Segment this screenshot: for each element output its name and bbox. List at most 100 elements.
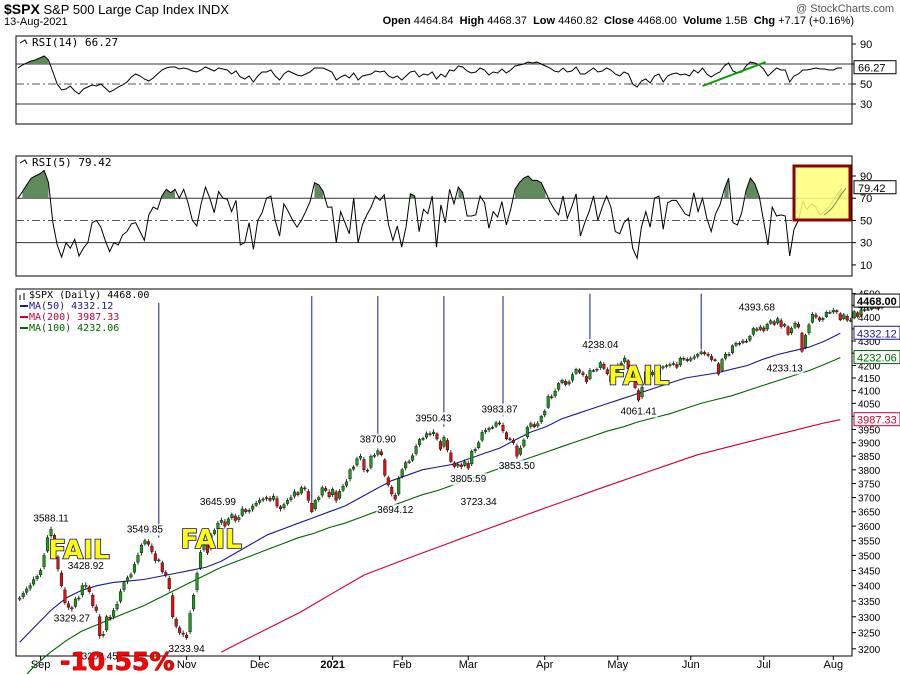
- high-label: High: [459, 15, 485, 27]
- chart-title: $SPX S&P 500 Large Cap Index INDX: [4, 1, 229, 17]
- candle-body: [637, 390, 641, 401]
- candle-body: [393, 495, 397, 500]
- symbol-name: S&P 500 Large Cap Index: [43, 2, 195, 17]
- candle-body: [557, 383, 561, 390]
- candle-body: [386, 477, 390, 486]
- price-label: 4061.41: [621, 406, 658, 417]
- candle-body: [484, 430, 488, 433]
- low-value: 4460.82: [558, 15, 598, 27]
- candle-body: [108, 616, 112, 619]
- month-label: May: [607, 659, 628, 671]
- candle-body: [383, 459, 387, 476]
- candle-body: [345, 481, 349, 486]
- candle-body: [546, 396, 550, 408]
- candle-body: [355, 458, 359, 466]
- price-tick-label: 3900: [858, 439, 881, 450]
- price-label: 3233.94: [169, 644, 206, 655]
- candle-body: [609, 375, 613, 382]
- legend-ma: MA(100) 4232.06: [29, 323, 119, 334]
- candle-body: [369, 455, 373, 468]
- price-panel: 3200 3250 3300 3350 3400 3450 3500 3550 3600 3650…: [15, 288, 900, 674]
- price-label-bg: [167, 642, 206, 655]
- candle-body: [407, 461, 411, 463]
- candle-body: [720, 359, 724, 371]
- candle-body: [435, 433, 439, 440]
- candle-body: [178, 627, 182, 633]
- month-label: Nov: [177, 659, 197, 671]
- candle-body: [522, 439, 526, 447]
- rsi-panel-frame: [15, 35, 853, 125]
- candle-body: [498, 422, 502, 425]
- volume-value: 1.5B: [724, 15, 748, 27]
- rsi-last-value-tag: [853, 180, 897, 195]
- candle-body: [139, 544, 143, 554]
- candle-body: [334, 491, 338, 501]
- candle-body: [699, 351, 703, 354]
- fail-annotation: FAIL: [608, 361, 669, 391]
- candle-body: [765, 323, 769, 330]
- candle-body: [237, 517, 241, 520]
- rsi-overbought-fill: [458, 187, 463, 199]
- candle-body: [379, 451, 383, 456]
- ma-line-ma50: [19, 332, 841, 643]
- last-value-text: 4332.12: [857, 328, 897, 340]
- chart-date: 13-Aug-2021: [4, 16, 68, 28]
- price-tick-label: 3400: [858, 582, 881, 593]
- candle-body: [630, 370, 634, 378]
- candle-body: [49, 529, 53, 536]
- candle-body: [776, 318, 780, 324]
- candle-body: [581, 372, 585, 375]
- candle-body: [779, 320, 783, 327]
- rsi-overbought-fill: [724, 178, 729, 199]
- price-tick-label: 3350: [858, 597, 881, 608]
- candle-body: [650, 372, 655, 375]
- rsi-overbought-fill: [515, 176, 546, 199]
- candle-body: [577, 369, 582, 373]
- rsi-overbought-fill: [26, 56, 49, 64]
- candle-body: [35, 575, 39, 579]
- candle-body: [758, 326, 762, 330]
- candle-body: [327, 491, 331, 497]
- candle-body: [372, 455, 376, 457]
- candle-body: [835, 310, 839, 313]
- candle-body: [553, 390, 557, 397]
- candle-body: [859, 309, 863, 316]
- highlight-box: [792, 164, 852, 222]
- last-value-text: 3987.33: [857, 415, 897, 427]
- rsi-line: [17, 169, 843, 261]
- price-label-bg: [125, 523, 164, 536]
- candle-body: [449, 452, 453, 462]
- price-label-bg: [449, 473, 488, 486]
- candle-body: [748, 335, 752, 341]
- candle-body: [338, 491, 342, 499]
- candle-body: [814, 314, 818, 318]
- candle-body: [185, 634, 189, 639]
- candle-body: [793, 323, 797, 328]
- month-label: Jun: [682, 659, 700, 671]
- candle-body: [619, 362, 623, 365]
- candle-body: [52, 535, 57, 554]
- candle-body: [299, 487, 303, 494]
- candle-body: [640, 387, 644, 398]
- candle-body: [494, 422, 498, 427]
- candle-body: [251, 505, 255, 510]
- price-tick-label: 4100: [858, 387, 881, 398]
- candle-body: [480, 432, 484, 441]
- candle-body: [470, 451, 474, 465]
- candle-body: [192, 594, 196, 610]
- rsi-panel-rsi5: 10 30 50 70 90 RSI(5) 79.42 79.42: [15, 155, 897, 277]
- price-label-bg: [198, 495, 237, 508]
- legend-price: $SPX (Daily) 4468.00: [29, 290, 149, 301]
- price-tick-label: 3800: [858, 466, 881, 477]
- price-label-bg: [619, 405, 658, 418]
- price-label: 3694.12: [377, 505, 414, 516]
- open-value: 4464.84: [413, 15, 454, 27]
- candle-body: [268, 498, 272, 501]
- candle-body: [341, 486, 345, 491]
- candle-body: [511, 439, 515, 443]
- candle-body: [852, 311, 856, 319]
- candle-body: [657, 368, 661, 375]
- month-label: 2021: [320, 659, 344, 671]
